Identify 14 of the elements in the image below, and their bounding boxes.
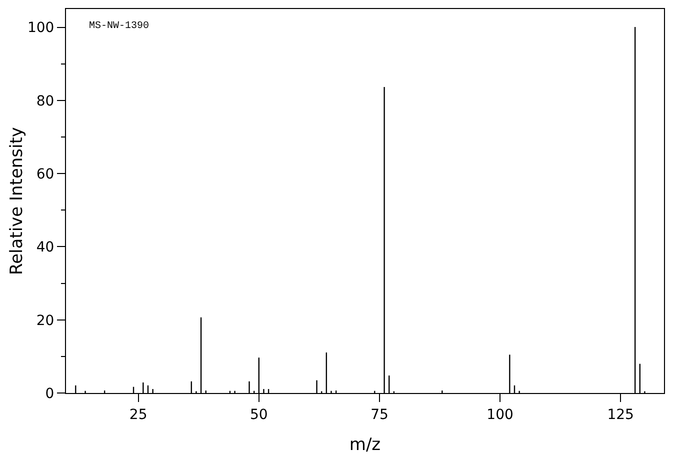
y-tick-label: 40 bbox=[36, 240, 54, 256]
x-tick-label: 50 bbox=[250, 406, 268, 423]
y-tick-label: 100 bbox=[27, 20, 54, 36]
annotation: MS-NW-1390 bbox=[89, 21, 150, 32]
y-axis-title: Relative Intensity bbox=[7, 127, 27, 275]
x-axis-title: m/z bbox=[349, 435, 381, 455]
y-tick-label: 60 bbox=[36, 166, 54, 182]
x-tick-label: 125 bbox=[607, 406, 634, 423]
x-tick-label: 75 bbox=[370, 406, 388, 423]
y-tick-label: 0 bbox=[45, 386, 54, 402]
y-tick-label: 20 bbox=[36, 312, 54, 329]
y-tick-label: 80 bbox=[36, 93, 54, 110]
x-tick-label: 100 bbox=[486, 406, 514, 423]
x-tick-label: 25 bbox=[129, 406, 148, 423]
